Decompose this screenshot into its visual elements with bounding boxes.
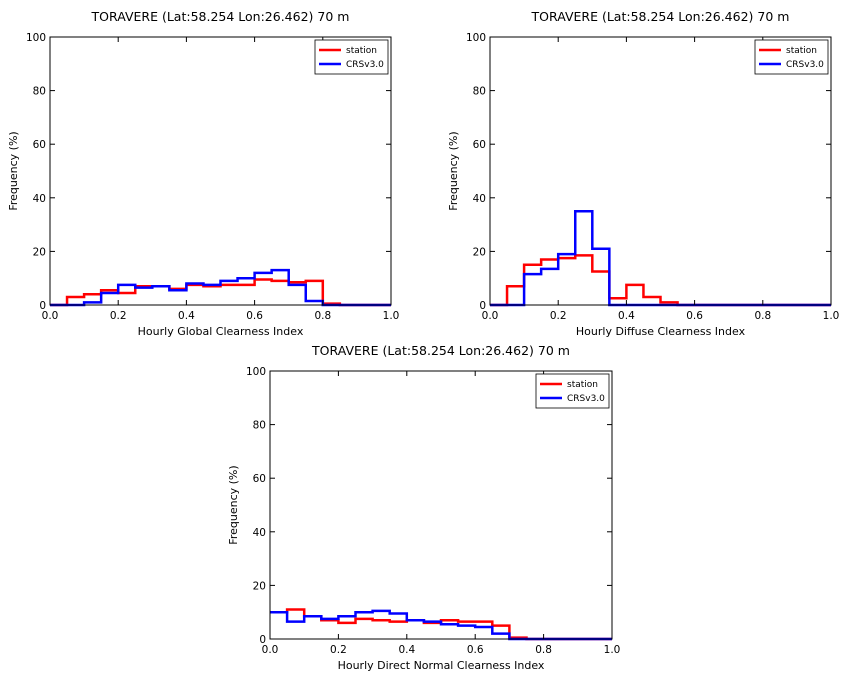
legend-label: station [346,46,377,56]
y-tick-label: 60 [33,139,46,151]
chart-1: TORAVERE (Lat:58.254 Lon:26.462) 70 m 0.0… [7,9,399,338]
x-tick-label: 0.2 [110,310,127,322]
legend: station CRSv3.0 [535,373,610,409]
x-axis-label: Hourly Global Clearness Index [138,325,304,338]
chart-3: TORAVERE (Lat:58.254 Lon:26.462) 70 m 0.0… [227,343,620,672]
x-tick-label: 1.0 [604,644,621,656]
x-axis-label: Hourly Diffuse Clearness Index [576,325,746,338]
chart-title: TORAVERE (Lat:58.254 Lon:26.462) 70 m [91,9,350,24]
series-line-crsv3-0 [490,209,831,307]
x-tick-label: 0.6 [686,310,703,322]
y-tick-label: 20 [473,246,486,258]
y-tick-label: 0 [39,300,46,312]
x-tick-label: 0.8 [535,644,552,656]
legend-label: station [567,380,598,390]
y-tick-label: 40 [253,527,266,539]
y-tick-label: 60 [253,473,266,485]
x-tick-label: 0.0 [42,310,59,322]
y-tick-label: 0 [259,634,266,646]
y-tick-label: 20 [33,246,46,258]
x-tick-label: 0.6 [246,310,263,322]
y-tick-label: 20 [253,580,266,592]
legend-label: station [786,46,817,56]
x-tick-label: 0.8 [314,310,331,322]
y-tick-label: 100 [26,32,46,44]
y-tick-label: 80 [473,86,486,98]
x-tick-label: 1.0 [383,310,400,322]
x-tick-label: 0.2 [330,644,347,656]
legend: station CRSv3.0 [754,39,829,75]
legend: station CRSv3.0 [314,39,389,75]
chart-2: TORAVERE (Lat:58.254 Lon:26.462) 70 m 0.0… [447,9,839,338]
legend-box [314,39,389,75]
y-tick-label: 100 [246,366,266,378]
series-line-crsv3-0 [50,268,391,307]
legend-label: CRSv3.0 [346,60,384,70]
y-tick-label: 80 [33,86,46,98]
x-tick-label: 0.0 [262,644,279,656]
x-axis-label: Hourly Direct Normal Clearness Index [338,659,545,672]
y-tick-label: 80 [253,420,266,432]
y-tick-label: 40 [473,193,486,205]
y-axis-label: Frequency (%) [447,131,460,210]
x-tick-label: 0.6 [467,644,484,656]
series-line-station [50,278,391,307]
y-tick-label: 60 [473,139,486,151]
y-tick-label: 0 [479,300,486,312]
x-tick-label: 0.0 [482,310,499,322]
y-axis-label: Frequency (%) [7,131,20,210]
x-tick-label: 1.0 [823,310,840,322]
y-tick-label: 100 [466,32,486,44]
x-tick-label: 0.8 [754,310,771,322]
legend-label: CRSv3.0 [567,394,605,404]
chart-title: TORAVERE (Lat:58.254 Lon:26.462) 70 m [311,343,570,358]
series-line-station [490,254,831,307]
plot-frame [269,370,613,640]
y-axis-label: Frequency (%) [227,465,240,544]
x-tick-label: 0.4 [618,310,635,322]
chart-title: TORAVERE (Lat:58.254 Lon:26.462) 70 m [531,9,790,24]
x-tick-label: 0.4 [398,644,415,656]
legend-label: CRSv3.0 [786,60,824,70]
series-line-crsv3-0 [270,609,612,641]
legend-box [535,373,610,409]
plot-frame [489,36,832,306]
legend-box [754,39,829,75]
x-tick-label: 0.2 [550,310,567,322]
y-tick-label: 40 [33,193,46,205]
plot-frame [49,36,392,306]
x-tick-label: 0.4 [178,310,195,322]
